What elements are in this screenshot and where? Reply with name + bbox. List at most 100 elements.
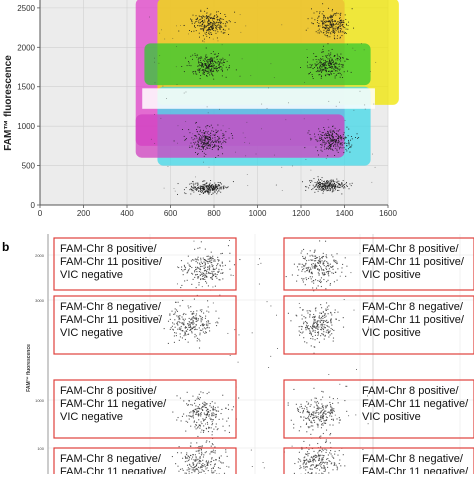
panel-b-point xyxy=(293,424,294,425)
panel-b-point xyxy=(321,317,322,318)
panel-b: b FAM-Chr 8 positive/FAM-Chr 11 positive… xyxy=(2,234,474,474)
panel-a-point xyxy=(209,148,210,149)
panel-b-point xyxy=(195,258,196,259)
panel-b-point xyxy=(318,333,319,334)
panel-b-point xyxy=(312,260,313,261)
panel-a-point xyxy=(330,140,331,141)
panel-a-point xyxy=(216,68,217,69)
panel-a-point xyxy=(207,17,208,18)
panel-a-point xyxy=(330,23,331,24)
panel-a-point xyxy=(190,194,191,195)
panel-b-point xyxy=(344,299,345,300)
panel-b-point xyxy=(303,258,304,259)
panel-a-point xyxy=(343,134,344,135)
panel-a-point xyxy=(343,64,344,65)
panel-a-point xyxy=(215,30,216,31)
panel-a-point xyxy=(346,145,347,146)
panel-a-point xyxy=(211,70,212,71)
panel-b-point xyxy=(193,313,194,314)
panel-a-point xyxy=(338,31,339,32)
panel-a-point xyxy=(222,68,223,69)
panel-a-point xyxy=(211,74,212,75)
panel-a-point xyxy=(221,27,222,28)
panel-a-point xyxy=(328,43,329,44)
panel-a-point xyxy=(208,112,209,113)
panel-b-point xyxy=(346,386,347,387)
panel-a-point xyxy=(360,91,361,92)
panel-a-point xyxy=(334,132,335,133)
panel-b-point xyxy=(314,252,315,253)
panel-b-point xyxy=(306,329,307,330)
panel-b-point xyxy=(200,397,201,398)
panel-b-point xyxy=(211,262,212,263)
panel-a-y-tick-label: 500 xyxy=(22,162,36,171)
panel-a-point xyxy=(324,65,325,66)
panel-a-point xyxy=(223,23,224,24)
panel-a-point xyxy=(325,67,326,68)
panel-a-point xyxy=(222,153,223,154)
panel-b-point xyxy=(321,325,322,326)
panel-a-point xyxy=(337,59,338,60)
panel-b-point xyxy=(195,329,196,330)
panel-b-point xyxy=(323,320,324,321)
panel-b-point xyxy=(213,412,214,413)
panel-b-point xyxy=(215,450,216,451)
panel-b-point xyxy=(327,307,328,308)
panel-b-point xyxy=(189,412,190,413)
panel-a-point xyxy=(204,27,205,28)
panel-a-point xyxy=(211,63,212,64)
panel-a-point xyxy=(200,57,201,58)
panel-b-point xyxy=(301,253,302,254)
panel-b-point xyxy=(326,330,327,331)
panel-b-point xyxy=(195,334,196,335)
panel-a-point xyxy=(207,139,208,140)
panel-a-point xyxy=(332,59,333,60)
panel-b-point xyxy=(305,271,306,272)
panel-b-point xyxy=(187,280,188,281)
panel-a-point xyxy=(210,24,211,25)
panel-a-point xyxy=(201,29,202,30)
panel-b-point xyxy=(196,335,197,336)
panel-a-point xyxy=(319,131,320,132)
panel-b-point xyxy=(212,258,213,259)
panel-a-point xyxy=(323,11,324,12)
panel-b-point xyxy=(308,416,309,417)
panel-a-point xyxy=(199,134,200,135)
panel-a-point xyxy=(348,140,349,141)
panel-a-point xyxy=(190,19,191,20)
panel-a-point xyxy=(348,143,349,144)
panel-b-point xyxy=(302,412,303,413)
panel-b-point xyxy=(323,450,324,451)
panel-a-point xyxy=(174,188,175,189)
panel-b-point xyxy=(205,275,206,276)
panel-a-point xyxy=(340,25,341,26)
panel-a-point xyxy=(346,58,347,59)
panel-b-point xyxy=(321,269,322,270)
panel-a-point xyxy=(292,166,293,167)
panel-b-point xyxy=(184,335,185,336)
panel-a-point xyxy=(342,22,343,23)
panel-b-point xyxy=(304,258,305,259)
panel-b-point xyxy=(322,258,323,259)
panel-a-point xyxy=(221,144,222,145)
panel-b-point xyxy=(202,328,203,329)
panel-a-point xyxy=(331,24,332,25)
panel-b-point xyxy=(200,264,201,265)
panel-a-point xyxy=(338,181,339,182)
panel-b-point xyxy=(193,417,194,418)
panel-a-point xyxy=(168,166,169,167)
panel-b-point xyxy=(205,402,206,403)
panel-a-point xyxy=(325,182,326,183)
panel-b-point xyxy=(345,257,346,258)
panel-a-point xyxy=(346,33,347,34)
panel-b-point xyxy=(321,313,322,314)
panel-b-point xyxy=(201,412,202,413)
panel-a-point xyxy=(196,129,197,130)
panel-a-point xyxy=(314,67,315,68)
panel-a-point xyxy=(311,67,312,68)
panel-a-point xyxy=(337,27,338,28)
panel-a-point xyxy=(207,188,208,189)
panel-a-point xyxy=(220,192,221,193)
panel-b-point xyxy=(219,458,220,459)
panel-b-point xyxy=(334,463,335,464)
